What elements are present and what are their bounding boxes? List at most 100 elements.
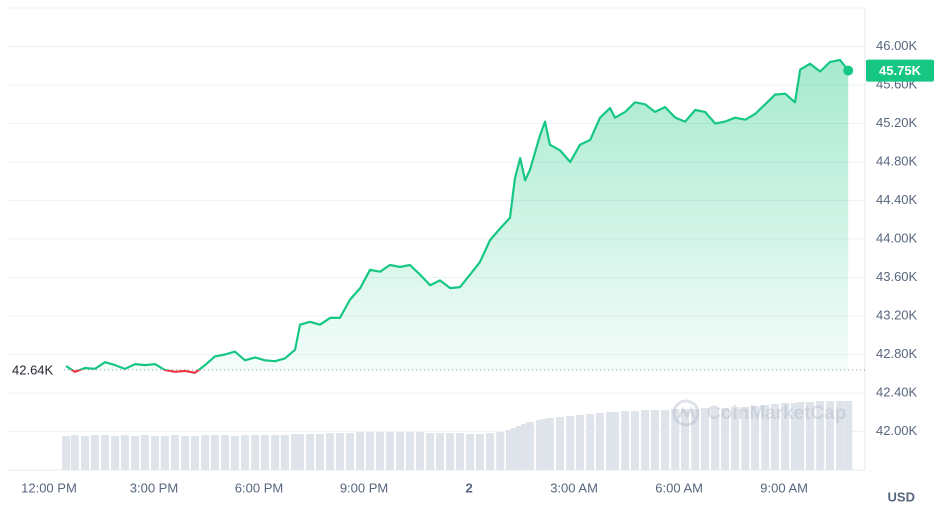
price-area [66, 60, 849, 370]
last-price-label: 45.75K [879, 63, 922, 78]
volume-bar [671, 409, 680, 470]
volume-bar [376, 432, 385, 470]
volume-bar [711, 408, 720, 470]
baseline-label-bg [8, 358, 64, 381]
volume-bar [630, 411, 639, 470]
y-tick-label: 43.60K [876, 269, 918, 284]
volume-bar [306, 434, 315, 470]
volume-bar [836, 401, 845, 470]
volume-bar [650, 410, 659, 470]
volume-bar [295, 434, 304, 470]
y-tick-label: 42.00K [876, 423, 918, 438]
y-tick-label: 44.40K [876, 192, 918, 207]
x-tick-label: 3:00 PM [130, 480, 178, 495]
volume-bar [405, 432, 414, 470]
volume-bar [516, 426, 525, 470]
volume-bar [81, 436, 90, 470]
volume-bar [201, 435, 210, 470]
volume-bar [496, 432, 505, 470]
volume-bar [796, 402, 805, 470]
volume-bar [761, 405, 770, 470]
volume-bar [170, 435, 179, 470]
volume-bar [111, 436, 120, 470]
volume-bar [691, 409, 700, 470]
volume-bar [825, 401, 834, 470]
volume-bar [556, 417, 565, 470]
volume-bar [681, 409, 690, 470]
x-tick-label: 2 [465, 480, 472, 495]
volume-bar [446, 433, 455, 470]
volume-bar [280, 435, 289, 470]
baseline-label: 42.64K [12, 362, 54, 377]
volume-bar [486, 433, 495, 470]
volume-bar [741, 407, 750, 470]
volume-bar [806, 402, 815, 470]
volume-bar [521, 424, 530, 470]
volume-bar [291, 434, 300, 470]
volume-bar [751, 406, 760, 470]
volume-bar [396, 432, 405, 470]
y-tick-label: 45.20K [876, 115, 918, 130]
volume-bar [731, 407, 740, 470]
volume-bar [790, 403, 799, 470]
volume-bar [586, 414, 595, 470]
volume-bar [160, 436, 169, 470]
y-tick-label: 44.80K [876, 153, 918, 168]
y-tick-label: 42.80K [876, 346, 918, 361]
volume-bar [131, 436, 140, 470]
price-line [65, 58, 850, 370]
last-price-badge [866, 59, 934, 82]
volume-bar [475, 434, 484, 470]
watermark-text: CoinMarketCap [707, 403, 846, 424]
volume-bar [525, 422, 534, 470]
y-tick-label: 44.00K [876, 230, 918, 245]
volume-bar [120, 435, 129, 470]
volume-bar [385, 432, 394, 470]
watermark-logo-mark [677, 405, 696, 419]
y-tick-label: 46.00K [876, 38, 918, 53]
currency-label: USD [888, 489, 915, 504]
x-tick-label: 9:00 AM [760, 480, 808, 495]
volume-bar [541, 419, 550, 470]
volume-bar [151, 436, 160, 470]
volume-bar [90, 435, 99, 470]
y-tick-label: 42.40K [876, 384, 918, 399]
x-tick-label: 3:00 AM [550, 480, 598, 495]
volume-bar [221, 435, 230, 470]
watermark-logo [672, 399, 700, 427]
x-tick-label: 9:00 PM [340, 480, 388, 495]
volume-bar [356, 432, 365, 470]
x-tick-label: 6:00 PM [235, 480, 283, 495]
volume-bar [545, 418, 554, 470]
volume-bar [365, 432, 374, 470]
volume-bar [621, 411, 630, 470]
volume-bar [641, 410, 650, 470]
x-tick-label: 12:00 PM [21, 480, 77, 495]
y-tick-label: 43.20K [876, 307, 918, 322]
volume-bar [62, 436, 71, 470]
volume-bar [576, 415, 585, 470]
volume-bar [506, 430, 515, 470]
volume-bar [611, 412, 620, 470]
x-tick-label: 6:00 AM [655, 480, 703, 495]
volume-bar [190, 436, 199, 470]
volume-bar [455, 433, 464, 470]
volume-bar [251, 435, 260, 470]
volume-bar [260, 435, 269, 470]
volume-bar [100, 435, 109, 470]
volume-bar [346, 433, 355, 470]
volume-bar [566, 416, 575, 470]
volume-bar [701, 408, 710, 470]
volume-bar [326, 433, 335, 470]
volume-bar [466, 434, 475, 470]
volume-bar [844, 401, 853, 470]
volume-bar [181, 436, 190, 470]
volume-bar [230, 436, 239, 470]
volume-bar [436, 433, 445, 470]
volume-bar [241, 435, 250, 470]
volume-bar [595, 413, 604, 470]
volume-bar [140, 435, 149, 470]
volume-bar [416, 432, 425, 470]
volume-bar [720, 408, 729, 470]
